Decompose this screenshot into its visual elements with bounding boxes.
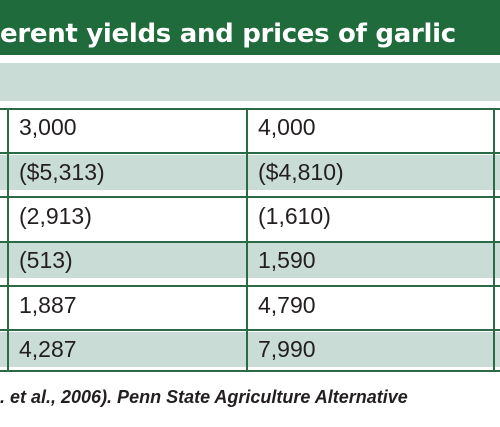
table-cell: (2,913) <box>19 203 92 229</box>
table-cell: 3,000 <box>19 114 77 140</box>
table-cell: ($4,810) <box>258 159 344 185</box>
table-subheader-row <box>0 63 500 101</box>
table-cell: (513) <box>19 247 73 273</box>
table-cell: 4,287 <box>19 336 77 362</box>
table-rule <box>0 285 500 287</box>
table-cell: 1,887 <box>19 292 77 318</box>
table-cell: 4,790 <box>258 292 316 318</box>
table-title-bar: erent yields and prices of garlic <box>0 0 500 55</box>
table-rule <box>0 108 500 110</box>
table-row: 4,287 7,990 <box>0 332 500 367</box>
table-column-divider <box>246 108 248 372</box>
table-row: 1,887 4,790 <box>0 288 500 323</box>
table-title: erent yields and prices of garlic <box>0 19 456 49</box>
table-column-divider <box>493 108 495 372</box>
table-row: (2,913) (1,610) <box>0 199 500 234</box>
table-source-footnote: . et al., 2006). Penn State Agriculture … <box>0 387 408 407</box>
table-column-divider <box>7 108 9 372</box>
table-row: ($5,313) ($4,810) <box>0 155 500 190</box>
table-cell: ($5,313) <box>19 159 105 185</box>
table-cell: 4,000 <box>258 114 316 140</box>
table-rule <box>0 370 500 372</box>
table-row: (513) 1,590 <box>0 243 500 278</box>
table-rule <box>0 196 500 198</box>
table-cell: 7,990 <box>258 336 316 362</box>
table-cell: 1,590 <box>258 247 316 273</box>
table-rule <box>0 329 500 331</box>
table-cell: (1,610) <box>258 203 331 229</box>
table-rule <box>0 241 500 243</box>
table-rule <box>0 152 500 154</box>
table-row: 3,000 4,000 <box>0 110 500 145</box>
